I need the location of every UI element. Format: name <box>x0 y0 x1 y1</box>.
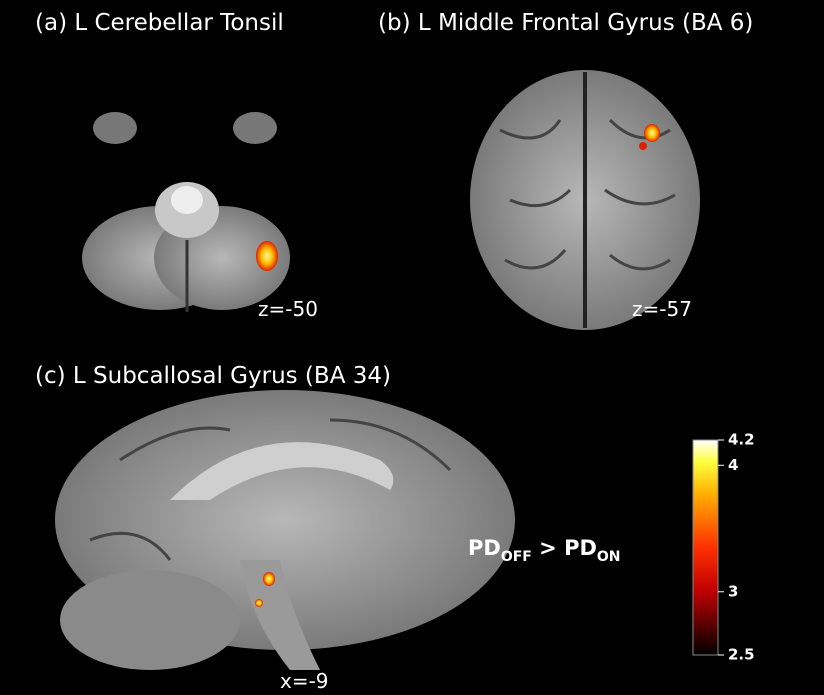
contrast-left-sub: OFF <box>501 549 532 565</box>
figure: (a) L Cerebellar Tonsil z=-50 (b) L Midd… <box>0 0 824 695</box>
colorbar <box>693 440 718 655</box>
slice-coordinate: z=-50 <box>258 297 318 321</box>
sagittal-slice <box>55 390 515 670</box>
contrast-right-sub: ON <box>597 549 621 565</box>
page: (a) L Cerebellar Tonsil z=-50 (b) L Midd… <box>0 0 824 695</box>
cerebellum-slice <box>82 112 290 312</box>
axial-slice <box>470 70 700 330</box>
panel-title: (a) L Cerebellar Tonsil <box>35 10 284 36</box>
slice-coordinate: x=-9 <box>280 669 329 693</box>
contrast-operator: > <box>532 536 564 560</box>
colorbar-tick-label: 3 <box>728 582 738 600</box>
panel-title: (c) L Subcallosal Gyrus (BA 34) <box>35 363 391 389</box>
contrast-right: PD <box>564 536 597 560</box>
slice-coordinate: z=-57 <box>632 297 692 321</box>
colorbar-tick-label: 4 <box>728 456 738 474</box>
contrast-left: PD <box>468 536 501 560</box>
colorbar-tick-label: 2.5 <box>728 646 755 664</box>
colorbar-tick-label: 4.2 <box>728 431 755 449</box>
panel-title: (b) L Middle Frontal Gyrus (BA 6) <box>378 10 753 36</box>
